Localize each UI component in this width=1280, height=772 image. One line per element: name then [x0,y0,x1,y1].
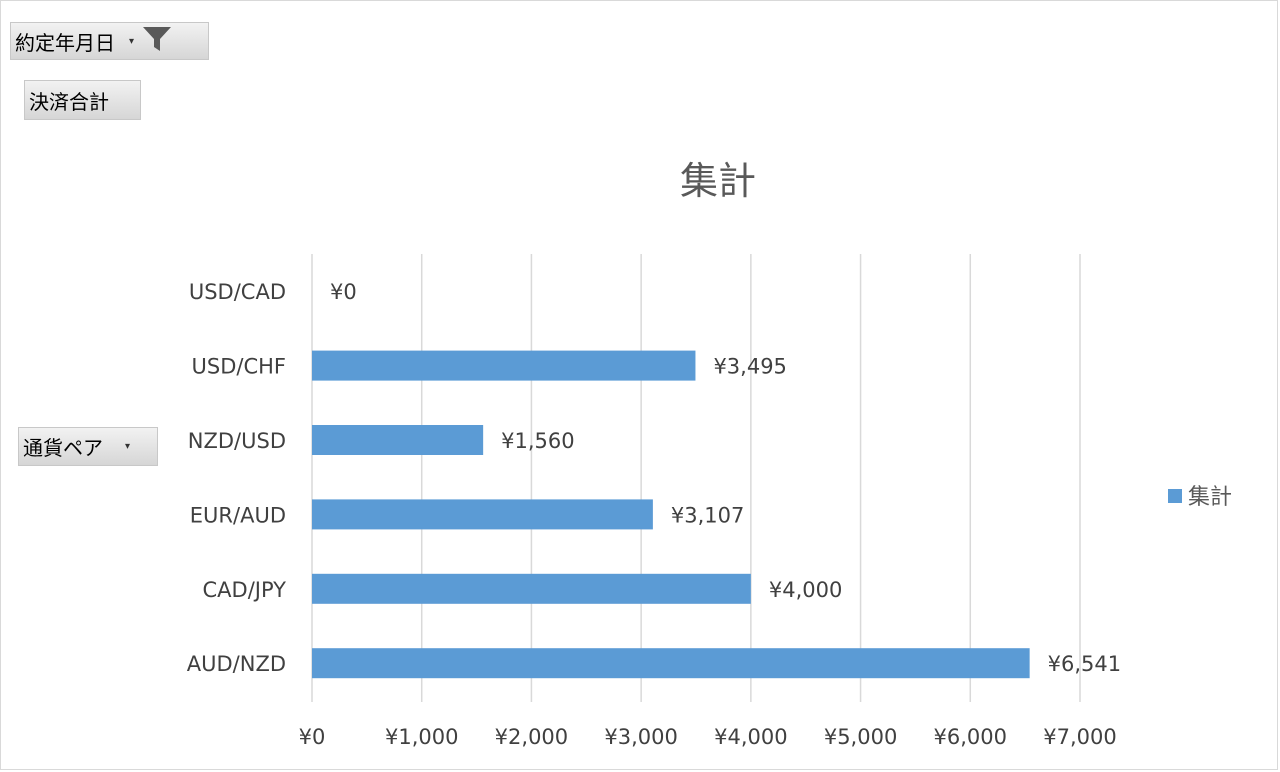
row-field-button[interactable]: 通貨ペア ▾ [18,427,158,466]
value-field-button[interactable]: 決済合計 [24,80,141,120]
x-tick-label: ¥0 [299,725,326,749]
x-tick-label: ¥7,000 [1043,725,1116,749]
filter-field-label: 約定年月日 [15,30,115,55]
category-label: AUD/NZD [187,652,286,676]
legend-swatch [1168,489,1182,503]
filter-icon[interactable] [142,25,172,58]
x-tick-label: ¥3,000 [604,725,677,749]
category-label: CAD/JPY [203,578,287,602]
category-label: NZD/USD [188,429,286,453]
x-tick-label: ¥2,000 [495,725,568,749]
data-label: ¥4,000 [769,578,842,602]
data-labels: ¥0 ¥3,495 ¥1,560 ¥3,107 ¥4,000 ¥6,541 [330,280,1121,676]
data-label: ¥3,107 [671,503,744,527]
bar [312,573,751,604]
chevron-down-icon[interactable]: ▾ [125,441,131,452]
bar [312,499,653,530]
bar [312,350,696,381]
x-tick-label: ¥1,000 [385,725,458,749]
data-label: ¥6,541 [1048,652,1121,676]
category-label: USD/CAD [189,280,286,304]
bar [312,648,1030,679]
chart-title: 集計 [680,159,756,203]
x-tick-label: ¥6,000 [934,725,1007,749]
bar [312,425,484,455]
legend-entry: 集計 [1188,485,1232,510]
data-label: ¥1,560 [501,429,574,453]
value-field-label: 決済合計 [29,89,109,114]
x-tick-labels: ¥0 ¥1,000 ¥2,000 ¥3,000 ¥4,000 ¥5,000 ¥6,000 ¥7… [299,725,1117,749]
category-label: EUR/AUD [190,503,286,527]
x-tick-label: ¥5,000 [824,725,897,749]
data-label: ¥3,495 [713,355,786,379]
filter-field-button[interactable]: 約定年月日 ▾ [10,22,209,60]
x-tick-label: ¥4,000 [714,725,787,749]
category-label: USD/CHF [192,355,286,379]
category-labels: USD/CAD USD/CHF NZD/USD EUR/AUD CAD/JPY AUD/N… [187,280,286,676]
row-field-label: 通貨ペア [23,436,103,460]
data-label: ¥0 [330,280,357,304]
gridlines [311,254,1081,702]
legend: 集計 [1168,485,1232,510]
bars [312,350,1030,679]
chevron-down-icon[interactable]: ▾ [129,35,135,47]
